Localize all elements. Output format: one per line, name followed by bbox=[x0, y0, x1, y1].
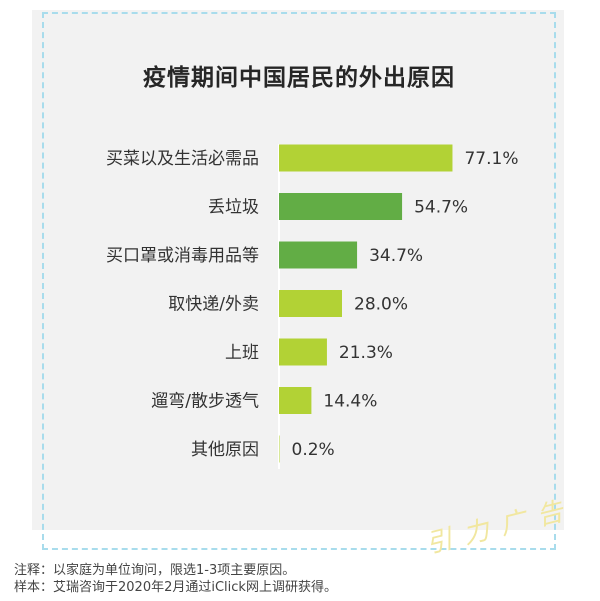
value-label-6: 0.2% bbox=[292, 440, 335, 460]
bar-6 bbox=[279, 435, 280, 463]
value-label-3: 28.0% bbox=[354, 295, 408, 315]
bar-1 bbox=[279, 193, 403, 220]
bars-group: 买菜以及生活必需品 77.1% 丢垃圾 54.7% 买口罩或消毒用品等 34.7% 取快递/… bbox=[106, 144, 518, 463]
chart-card bbox=[32, 10, 564, 530]
category-label-5: 遛弯/散步透气 bbox=[151, 392, 259, 412]
category-label-2: 买口罩或消毒用品等 bbox=[106, 246, 259, 266]
value-label-2: 34.7% bbox=[369, 246, 423, 266]
bar-4 bbox=[279, 338, 327, 366]
value-label-5: 14.4% bbox=[323, 392, 377, 412]
chart-source: 样本：艾瑞咨询于2020年2月通过iClick网上调研获得。 bbox=[14, 580, 337, 595]
value-label-0: 77.1% bbox=[464, 149, 518, 169]
category-label-0: 买菜以及生活必需品 bbox=[106, 149, 259, 169]
bar-0 bbox=[279, 144, 453, 172]
value-label-1: 54.7% bbox=[414, 198, 468, 218]
bar-5 bbox=[279, 387, 312, 414]
chart-title: 疫情期间中国居民的外出原因 bbox=[143, 65, 455, 91]
category-label-6: 其他原因 bbox=[191, 440, 259, 460]
dashed-frame bbox=[42, 12, 556, 550]
category-label-1: 丢垃圾 bbox=[208, 198, 259, 218]
category-label-4: 上班 bbox=[225, 343, 259, 363]
bar-2 bbox=[279, 241, 358, 269]
value-label-4: 21.3% bbox=[339, 343, 393, 363]
chart-note: 注释：以家庭为单位询问，限选1-3项主要原因。 bbox=[14, 563, 296, 578]
category-label-3: 取快递/外卖 bbox=[168, 295, 259, 315]
bar-3 bbox=[279, 290, 342, 317]
